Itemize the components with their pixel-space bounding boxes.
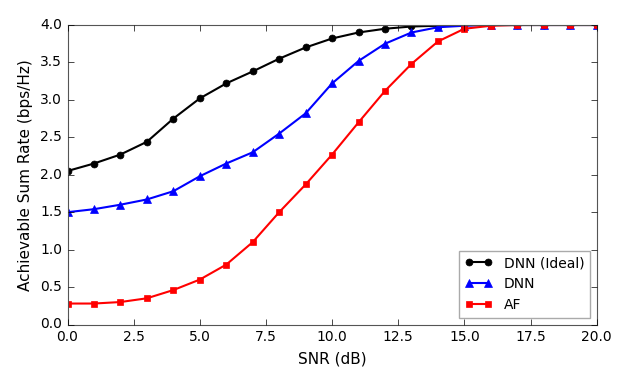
DNN	[302, 111, 309, 116]
DNN (Ideal)	[408, 24, 415, 29]
AF	[249, 240, 256, 245]
DNN (Ideal)	[64, 169, 71, 173]
DNN	[487, 23, 495, 27]
AF	[540, 23, 547, 27]
AF	[196, 277, 203, 282]
DNN (Ideal)	[222, 81, 230, 86]
AF	[434, 39, 442, 44]
DNN (Ideal)	[275, 56, 283, 61]
X-axis label: SNR (dB): SNR (dB)	[298, 351, 367, 366]
DNN	[328, 81, 336, 86]
AF	[90, 301, 98, 306]
DNN (Ideal)	[143, 139, 151, 144]
DNN (Ideal)	[355, 30, 362, 35]
AF	[222, 262, 230, 267]
DNN	[169, 189, 177, 194]
DNN	[196, 174, 203, 179]
AF	[64, 301, 71, 306]
DNN	[434, 25, 442, 30]
AF	[117, 300, 124, 305]
Line: DNN: DNN	[64, 21, 601, 216]
DNN	[461, 23, 468, 28]
AF	[275, 210, 283, 215]
DNN	[381, 41, 389, 46]
AF	[169, 288, 177, 292]
DNN (Ideal)	[302, 45, 309, 50]
AF	[593, 23, 600, 27]
DNN	[355, 59, 362, 63]
DNN (Ideal)	[487, 23, 495, 27]
AF	[461, 26, 468, 31]
DNN (Ideal)	[593, 23, 600, 27]
Line: AF: AF	[64, 22, 600, 307]
DNN (Ideal)	[381, 26, 389, 31]
AF	[513, 23, 521, 27]
DNN	[593, 23, 600, 27]
DNN (Ideal)	[566, 23, 574, 27]
AF	[566, 23, 574, 27]
DNN (Ideal)	[196, 96, 203, 101]
DNN (Ideal)	[169, 116, 177, 121]
DNN (Ideal)	[90, 161, 98, 166]
DNN	[566, 23, 574, 27]
AF	[355, 120, 362, 125]
DNN	[513, 23, 521, 27]
DNN (Ideal)	[117, 152, 124, 157]
Line: DNN (Ideal): DNN (Ideal)	[64, 22, 600, 174]
DNN (Ideal)	[461, 23, 468, 27]
DNN	[408, 30, 415, 35]
DNN (Ideal)	[513, 23, 521, 27]
AF	[408, 61, 415, 66]
DNN	[143, 197, 151, 202]
Y-axis label: Achievable Sum Rate (bps/Hz): Achievable Sum Rate (bps/Hz)	[18, 59, 33, 291]
AF	[328, 152, 336, 157]
DNN	[540, 23, 547, 27]
DNN	[275, 131, 283, 136]
DNN (Ideal)	[328, 36, 336, 41]
DNN	[64, 210, 71, 215]
DNN (Ideal)	[434, 23, 442, 28]
DNN	[222, 161, 230, 166]
Legend: DNN (Ideal), DNN, AF: DNN (Ideal), DNN, AF	[459, 250, 590, 318]
AF	[487, 23, 495, 28]
DNN	[90, 207, 98, 212]
DNN	[117, 202, 124, 207]
DNN (Ideal)	[249, 69, 256, 74]
DNN	[249, 150, 256, 155]
DNN (Ideal)	[540, 23, 547, 27]
AF	[143, 296, 151, 301]
AF	[302, 182, 309, 187]
AF	[381, 89, 389, 93]
